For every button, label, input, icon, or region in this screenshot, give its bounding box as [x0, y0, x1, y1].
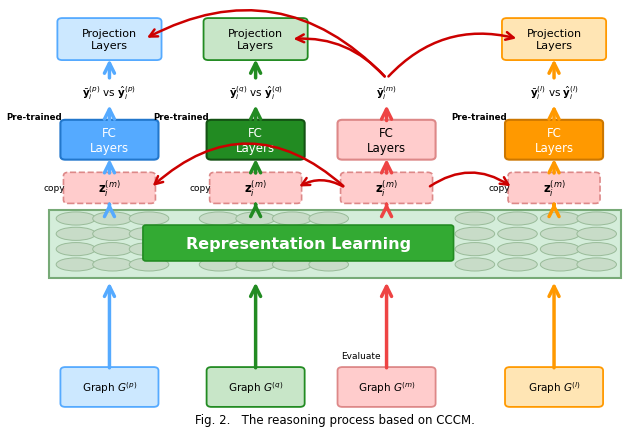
Ellipse shape — [199, 212, 239, 226]
Ellipse shape — [199, 243, 239, 256]
Ellipse shape — [577, 228, 616, 241]
FancyBboxPatch shape — [60, 367, 159, 407]
Ellipse shape — [129, 228, 169, 241]
Text: Projection
Layers: Projection Layers — [82, 29, 137, 51]
Text: copy: copy — [488, 184, 510, 193]
Text: $\mathbf{z}_i^{(m)}$: $\mathbf{z}_i^{(m)}$ — [543, 178, 565, 198]
Ellipse shape — [273, 212, 312, 226]
FancyBboxPatch shape — [143, 226, 454, 261]
FancyBboxPatch shape — [505, 120, 603, 160]
Ellipse shape — [577, 258, 616, 272]
Ellipse shape — [273, 258, 312, 272]
Text: FC
Layers: FC Layers — [90, 127, 129, 154]
Text: FC
Layers: FC Layers — [534, 127, 573, 154]
Ellipse shape — [273, 243, 312, 256]
Ellipse shape — [56, 243, 96, 256]
Ellipse shape — [129, 212, 169, 226]
FancyBboxPatch shape — [502, 19, 606, 61]
Text: copy: copy — [44, 184, 65, 193]
FancyBboxPatch shape — [58, 19, 161, 61]
Text: $\mathbf{z}_i^{(m)}$: $\mathbf{z}_i^{(m)}$ — [375, 178, 398, 198]
Text: $\bar{\mathbf{y}}_i^{(p)}$ vs $\hat{\mathbf{y}}_i^{(p)}$: $\bar{\mathbf{y}}_i^{(p)}$ vs $\hat{\mat… — [83, 84, 136, 101]
Ellipse shape — [540, 258, 580, 272]
Ellipse shape — [309, 258, 349, 272]
Ellipse shape — [309, 243, 349, 256]
FancyBboxPatch shape — [63, 173, 156, 204]
Text: Pre-trained: Pre-trained — [451, 113, 507, 122]
Text: $\bar{\mathbf{y}}_i^{(l)}$ vs $\hat{\mathbf{y}}_i^{(l)}$: $\bar{\mathbf{y}}_i^{(l)}$ vs $\hat{\mat… — [529, 84, 579, 101]
Text: Fig. 2.   The reasoning process based on CCCM.: Fig. 2. The reasoning process based on C… — [195, 413, 475, 426]
Text: Evaluate: Evaluate — [341, 351, 380, 360]
Ellipse shape — [273, 228, 312, 241]
FancyBboxPatch shape — [49, 210, 621, 278]
Ellipse shape — [93, 243, 132, 256]
Ellipse shape — [56, 228, 96, 241]
Ellipse shape — [199, 228, 239, 241]
Ellipse shape — [129, 258, 169, 272]
Ellipse shape — [129, 243, 169, 256]
FancyBboxPatch shape — [505, 367, 603, 407]
FancyBboxPatch shape — [207, 120, 305, 160]
Ellipse shape — [498, 212, 538, 226]
Text: Pre-trained: Pre-trained — [153, 113, 209, 122]
FancyBboxPatch shape — [60, 120, 159, 160]
Ellipse shape — [455, 258, 495, 272]
Text: $\bar{\mathbf{y}}_i^{(q)}$ vs $\hat{\mathbf{y}}_i^{(q)}$: $\bar{\mathbf{y}}_i^{(q)}$ vs $\hat{\mat… — [228, 84, 283, 101]
FancyBboxPatch shape — [204, 19, 308, 61]
Text: Projection
Layers: Projection Layers — [228, 29, 283, 51]
Ellipse shape — [56, 212, 96, 226]
FancyBboxPatch shape — [210, 173, 301, 204]
Text: Projection
Layers: Projection Layers — [527, 29, 582, 51]
Ellipse shape — [236, 228, 275, 241]
Ellipse shape — [236, 258, 275, 272]
FancyBboxPatch shape — [340, 173, 433, 204]
Ellipse shape — [199, 258, 239, 272]
Ellipse shape — [455, 228, 495, 241]
Ellipse shape — [498, 243, 538, 256]
Ellipse shape — [455, 212, 495, 226]
FancyBboxPatch shape — [337, 367, 436, 407]
Ellipse shape — [498, 228, 538, 241]
Ellipse shape — [455, 243, 495, 256]
Ellipse shape — [540, 228, 580, 241]
FancyBboxPatch shape — [207, 367, 305, 407]
Text: Pre-trained: Pre-trained — [6, 113, 62, 122]
Ellipse shape — [540, 212, 580, 226]
Ellipse shape — [498, 258, 538, 272]
Ellipse shape — [577, 212, 616, 226]
Ellipse shape — [236, 212, 275, 226]
Ellipse shape — [236, 243, 275, 256]
FancyBboxPatch shape — [337, 120, 436, 160]
FancyBboxPatch shape — [508, 173, 600, 204]
Text: Graph $G^{(m)}$: Graph $G^{(m)}$ — [358, 379, 415, 395]
Text: copy: copy — [190, 184, 211, 193]
Ellipse shape — [309, 212, 349, 226]
Ellipse shape — [56, 258, 96, 272]
Ellipse shape — [309, 228, 349, 241]
Ellipse shape — [93, 228, 132, 241]
Text: Graph $G^{(p)}$: Graph $G^{(p)}$ — [82, 379, 137, 395]
Ellipse shape — [577, 243, 616, 256]
Text: Graph $G^{(q)}$: Graph $G^{(q)}$ — [228, 379, 284, 395]
Text: Graph $G^{(l)}$: Graph $G^{(l)}$ — [527, 379, 580, 395]
Text: $\bar{\mathbf{y}}_i^{(m)}$: $\bar{\mathbf{y}}_i^{(m)}$ — [376, 84, 397, 101]
Text: $\mathbf{z}_i^{(m)}$: $\mathbf{z}_i^{(m)}$ — [244, 178, 267, 198]
Text: $\mathbf{z}_i^{(m)}$: $\mathbf{z}_i^{(m)}$ — [98, 178, 121, 198]
Text: Representation Learning: Representation Learning — [186, 236, 411, 251]
Ellipse shape — [93, 212, 132, 226]
Text: FC
Layers: FC Layers — [236, 127, 275, 154]
Text: FC
Layers: FC Layers — [367, 127, 406, 154]
Ellipse shape — [540, 243, 580, 256]
Ellipse shape — [93, 258, 132, 272]
